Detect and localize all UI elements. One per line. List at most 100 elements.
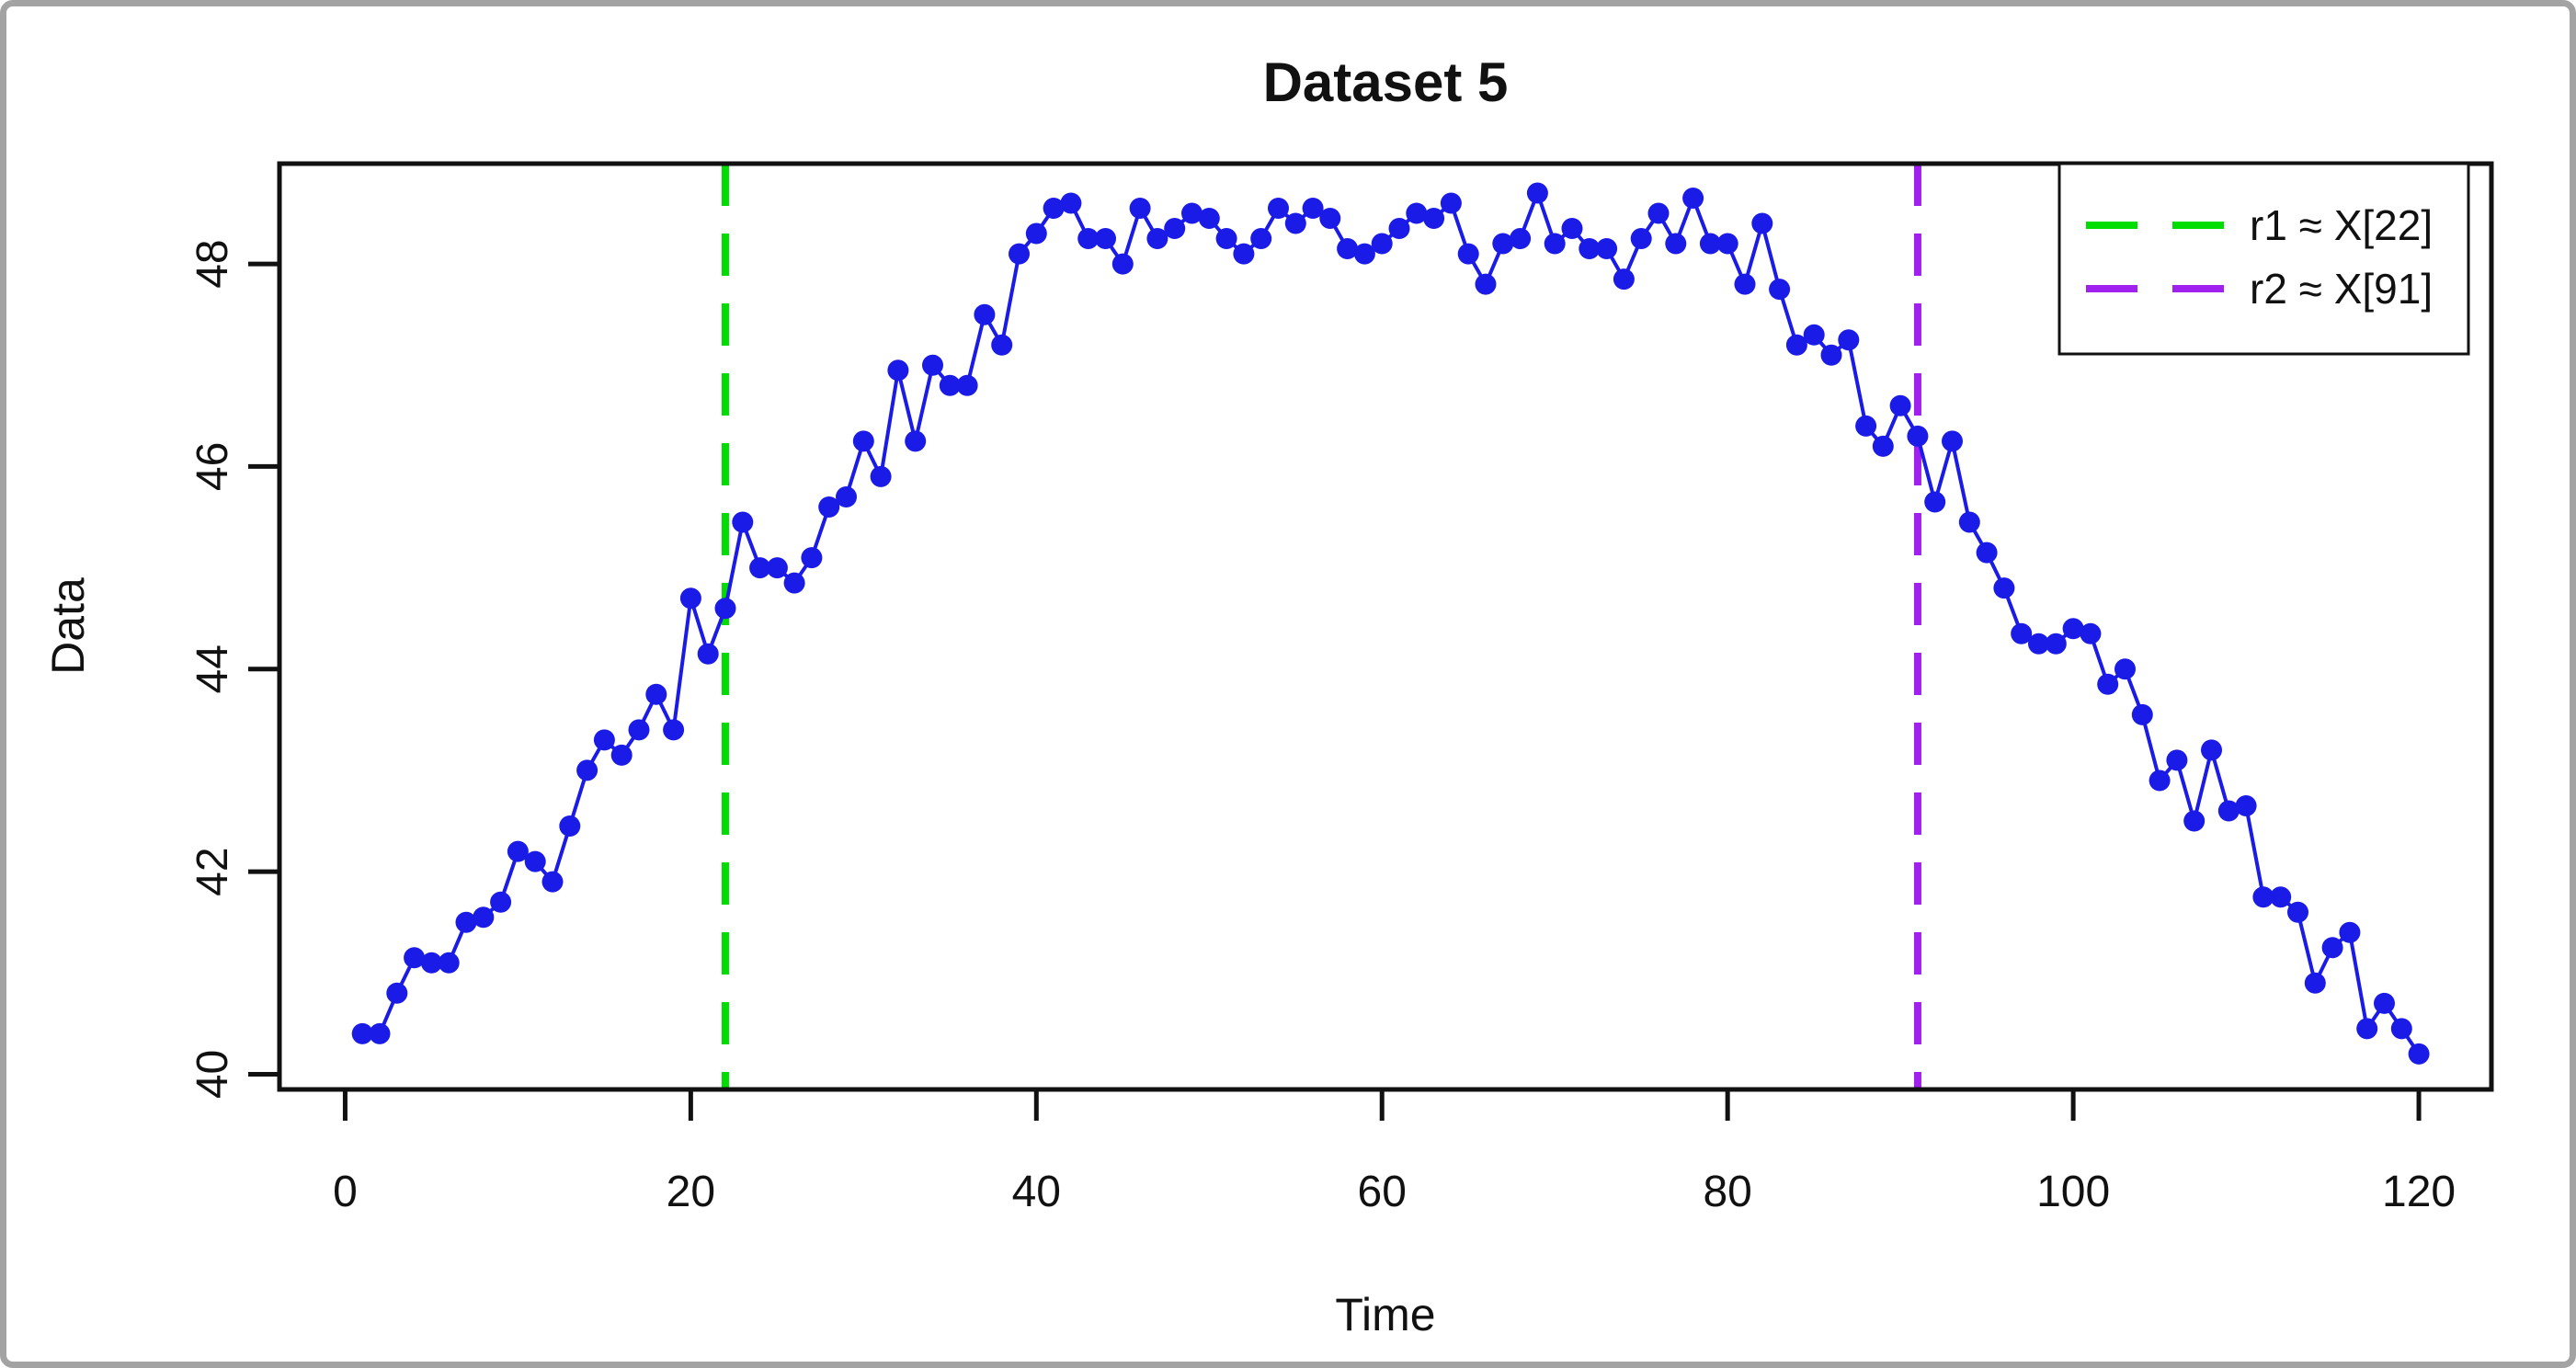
data-point [524,850,546,872]
data-point [2149,770,2171,792]
data-point [887,359,909,382]
data-point [2408,1043,2430,1065]
plot-border [277,161,2494,1092]
data-point [2374,992,2395,1014]
data-point [1596,238,1618,259]
data-point [1111,253,1134,275]
y-tick-label: 48 [188,239,237,288]
x-tick-label: 80 [1703,1168,1751,1216]
x-tick-label: 40 [1012,1168,1061,1216]
data-point [1077,228,1100,249]
data-point [1129,198,1151,219]
data-point [1060,192,1082,214]
data-point [1215,228,1237,249]
y-axis-label: Data [42,577,94,675]
data-point [801,547,823,569]
data-point [404,947,426,969]
data-point [2062,618,2084,640]
data-point [455,911,477,933]
x-tick-label: 20 [667,1168,715,1216]
data-point [541,871,564,893]
data-point [1665,233,1687,255]
data-point [2045,633,2067,655]
data-point [2287,901,2308,923]
data-point [1613,268,1635,291]
data-point [1457,243,1479,265]
data-point [836,486,857,507]
data-point [2201,739,2222,761]
y-tick-label: 44 [188,644,237,693]
data-point [1423,208,1445,229]
data-point [2356,1018,2378,1040]
data-point [1769,279,1791,301]
data-point [749,557,771,579]
data-point [628,719,650,741]
data-point [1233,243,1255,265]
data-point [1250,228,1272,249]
data-point [1785,334,1807,356]
x-axis-label: Time [1335,1289,1435,1340]
data-point [2166,749,2188,771]
data-point [1889,394,1911,416]
data-series [351,182,2430,1065]
data-point [1095,228,1116,249]
data-point [1146,228,1168,249]
data-point [783,572,805,594]
legend-box [2057,162,2470,356]
data-point [1803,324,1825,346]
data-point [2080,622,2102,644]
data-point [1164,218,1186,239]
data-point [1682,188,1704,209]
data-point [1337,238,1359,259]
data-point [1198,208,1220,229]
data-point [697,643,719,665]
data-point [1009,243,1030,265]
data-point [1371,233,1393,255]
data-point [438,952,460,974]
data-point [2304,972,2326,994]
data-point [1838,329,1860,351]
data-point [1510,228,1532,249]
data-point [1630,228,1652,249]
data-point [1872,435,1894,457]
data-point [2114,658,2136,680]
data-point [2252,886,2274,908]
data-point [1820,344,1842,366]
vlines-layer [721,164,1921,1089]
data-point [1268,198,1289,219]
data-point [420,952,442,974]
data-point [645,683,667,705]
data-point [1855,415,1877,437]
data-point [1440,192,1462,214]
data-point [1993,577,2015,599]
data-point [1579,238,1601,259]
data-point [2011,622,2033,644]
data-point [905,430,927,452]
data-point [679,587,701,610]
data-point [1924,491,1946,513]
data-point [2235,795,2257,816]
data-point [1475,273,1497,295]
data-point [1544,233,1566,255]
data-point [386,982,408,1004]
data-point [714,598,736,620]
data-point [593,729,615,751]
data-point [576,759,598,781]
legend-label-r1: r1 ≈ X[22] [2250,201,2433,249]
y-tick-label: 46 [188,442,237,491]
data-point [2183,810,2206,832]
data-point [610,744,633,766]
data-point [870,465,892,487]
data-point [1302,198,1324,219]
y-tick-label: 40 [188,1050,237,1099]
x-tick-label: 100 [2036,1168,2110,1216]
data-point [351,1022,373,1044]
data-point [559,815,581,837]
axis-ticks: 0 20 40 60 80 100 120 40 42 44 46 48 [188,239,2456,1216]
data-point [1976,542,1998,564]
legend-label-r2: r2 ≈ X[91] [2250,265,2433,313]
chart-title: Dataset 5 [1263,51,1509,113]
data-point [1388,218,1410,239]
data-point [1647,202,1670,224]
data-point [1907,425,1929,447]
